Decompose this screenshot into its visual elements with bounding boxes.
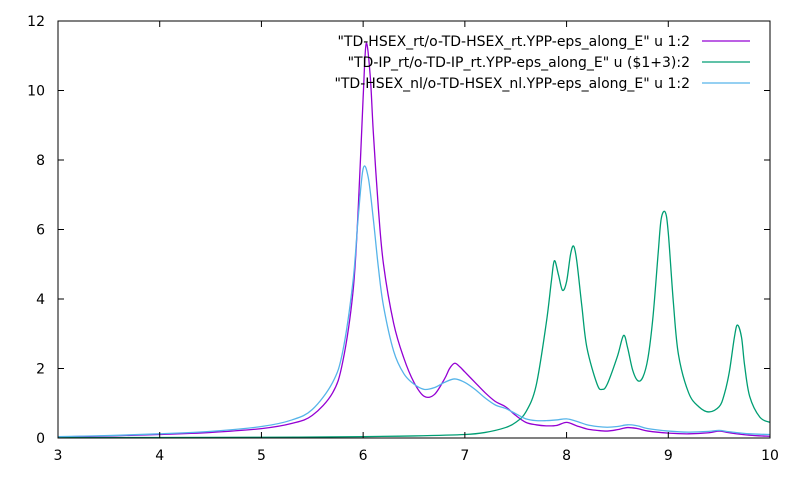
legend-entry-label: "TD-HSEX_nl/o-TD-HSEX_nl.YPP-eps_along_E…: [334, 76, 690, 92]
x-tick-label: 10: [761, 448, 779, 464]
y-tick-label: 4: [36, 292, 45, 308]
series-layer: [57, 42, 771, 439]
x-tick-label: 7: [460, 448, 469, 464]
series-line-2: [57, 210, 771, 439]
legend-entry-label: "TD-HSEX_rt/o-TD-HSEX_rt.YPP-eps_along_E…: [337, 34, 690, 50]
legend: "TD-HSEX_rt/o-TD-HSEX_rt.YPP-eps_along_E…: [334, 34, 750, 92]
y-tick-label: 6: [36, 223, 45, 239]
y-tick-label: 12: [27, 14, 45, 30]
y-tick-label: 2: [36, 362, 45, 378]
x-tick-label: 9: [664, 448, 673, 464]
x-tick-label: 6: [359, 448, 368, 464]
x-tick-label: 8: [562, 448, 571, 464]
x-tick-label: 3: [54, 448, 63, 464]
y-tick-label: 10: [27, 84, 45, 100]
y-tick-label: 0: [36, 431, 45, 447]
x-tick-label: 4: [155, 448, 164, 464]
x-tick-label: 5: [257, 448, 266, 464]
series-line-3: [57, 165, 771, 438]
series-line-1: [57, 42, 771, 438]
legend-entry-label: "TD-IP_rt/o-TD-IP_rt.YPP-eps_along_E" u …: [348, 55, 690, 71]
axis-ticks: 3 4 5 6 7 8 9 10 0 2 4 6 8 10 12: [27, 14, 779, 464]
y-tick-label: 8: [36, 153, 45, 169]
